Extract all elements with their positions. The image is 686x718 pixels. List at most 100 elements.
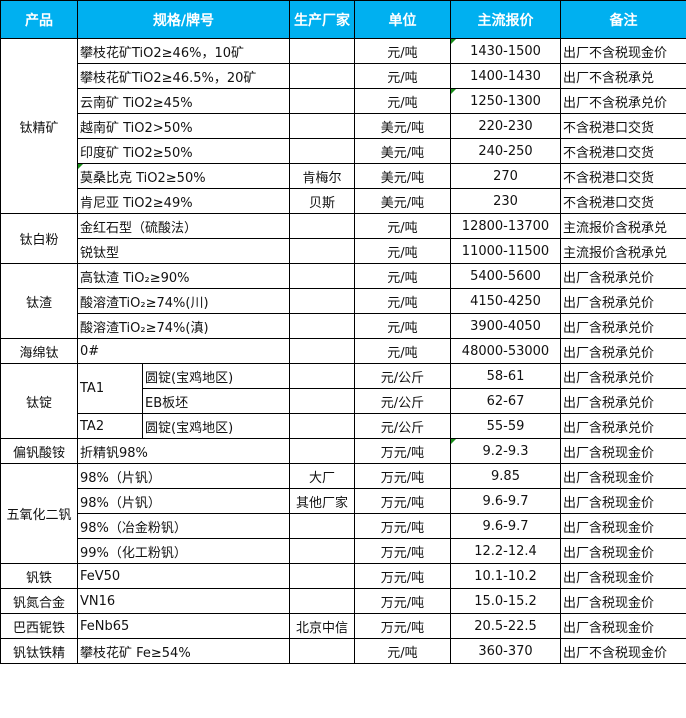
table-row: 五氧化二钒 98%（片钒） 大厂 万元/吨 9.85 出厂含税现金价 [0,463,686,564]
table-header-row: 产品 规格/牌号 生产厂家 单位 主流报价 备注 [0,0,686,39]
product-cell: 海绵钛 [0,338,78,364]
unit-cell: 元/吨 [354,213,451,239]
table-row: 钒钛铁精 攀枝花矿 Fe≥54% 元/吨 360-370 出厂不含税现金价 [0,638,686,664]
table-row: 越南矿 TiO2>50% 美元/吨 220-230 不含税港口交货 [1,113,686,139]
maker-cell [289,138,355,164]
price-cell: 1430-1500 [450,38,561,64]
header-maker: 生产厂家 [289,0,355,39]
price-cell: 12.2-12.4 [450,538,561,564]
maker-cell [289,588,355,614]
spec-cell: 圆锭(宝鸡地区) [142,363,290,389]
note-cell: 出厂含税承兑价 [560,388,686,414]
price-cell: 10.1-10.2 [450,563,561,589]
maker-cell [289,238,355,264]
table-row: 酸溶渣TiO₂≥74%(川) 元/吨 4150-4250 出厂含税承兑价 [1,288,686,314]
unit-cell: 元/吨 [354,288,451,314]
note-cell: 不含税港口交货 [560,188,686,214]
spec-cell: 攀枝花矿TiO2≥46.5%，20矿 [77,63,290,89]
unit-cell: 万元/吨 [354,538,451,564]
table-row: 肯尼亚 TiO2≥49% 贝斯 美元/吨 230 不含税港口交货 [1,188,686,214]
unit-cell: 万元/吨 [354,463,451,489]
note-cell: 出厂含税现金价 [560,488,686,514]
note-cell: 出厂含税现金价 [560,613,686,639]
spec-cell: VN16 [77,588,290,614]
maker-cell [289,413,355,439]
maker-cell [289,338,355,364]
unit-cell: 元/公斤 [354,388,451,414]
spec-cell: 折精钒98% [77,438,290,464]
unit-cell: 美元/吨 [354,163,451,189]
spec-cell: 圆锭(宝鸡地区) [142,413,290,439]
unit-cell: 万元/吨 [354,438,451,464]
note-cell: 出厂含税承兑价 [560,363,686,389]
header-spec: 规格/牌号 [77,0,290,39]
table-row: 98%（片钒） 其他厂家 万元/吨 9.6-9.7 出厂含税现金价 [1,488,686,514]
table-row: 钛锭 TA1 圆锭(宝鸡地区) 元/公斤 58-61 出厂含税承兑价 [0,363,686,439]
product-cell: 钛白粉 [0,213,78,264]
maker-cell [289,438,355,464]
maker-cell [289,363,355,389]
price-table: 产品 规格/牌号 生产厂家 单位 主流报价 备注 钛精矿 攀枝花矿TiO2≥46%… [0,0,686,664]
price-cell: 5400-5600 [450,263,561,289]
price-cell: 1250-1300 [450,88,561,114]
unit-cell: 万元/吨 [354,563,451,589]
price-cell: 55-59 [450,413,561,439]
price-cell: 58-61 [450,363,561,389]
product-cell: 钒钛铁精 [0,638,78,664]
table-row: 酸溶渣TiO₂≥74%(滇) 元/吨 3900-4050 出厂含税承兑价 [1,313,686,339]
table-row: 钒铁 FeV50 万元/吨 10.1-10.2 出厂含税现金价 [0,563,686,589]
maker-cell [289,538,355,564]
spec-cell: 攀枝花矿 Fe≥54% [77,638,290,664]
price-cell: 9.6-9.7 [450,513,561,539]
maker-cell [289,263,355,289]
grade-cell: TA2 [77,413,143,439]
note-cell: 出厂含税承兑价 [560,288,686,314]
spec-cell: 98%（片钒） [77,488,290,514]
maker-cell [289,38,355,64]
unit-cell: 元/公斤 [354,413,451,439]
header-price: 主流报价 [450,0,561,39]
product-cell: 钛锭 [0,363,78,439]
price-cell: 220-230 [450,113,561,139]
header-unit: 单位 [354,0,451,39]
spec-cell: 99%（化工粉钒） [77,538,290,564]
note-cell: 不含税港口交货 [560,113,686,139]
table-row: 钛渣 高钛渣 TiO₂≥90% 元/吨 5400-5600 出厂含税承兑价 [0,263,686,339]
unit-cell: 万元/吨 [354,513,451,539]
spec-cell: 锐钛型 [77,238,290,264]
maker-cell [289,638,355,664]
maker-cell [289,213,355,239]
unit-cell: 美元/吨 [354,113,451,139]
grade-cell: TA1 [77,363,143,414]
product-cell: 钛渣 [0,263,78,339]
unit-cell: 美元/吨 [354,138,451,164]
unit-cell: 万元/吨 [354,588,451,614]
unit-cell: 元/吨 [354,238,451,264]
unit-cell: 元/吨 [354,63,451,89]
note-cell: 出厂含税承兑价 [560,313,686,339]
price-cell: 9.6-9.7 [450,488,561,514]
spec-cell: 酸溶渣TiO₂≥74%(滇) [77,313,290,339]
table-row: 巴西铌铁 FeNb65 北京中信 万元/吨 20.5-22.5 出厂含税现金价 [0,613,686,639]
product-cell: 五氧化二钒 [0,463,78,564]
note-cell: 主流报价含税承兑 [560,213,686,239]
table-row: 99%（化工粉钒） 万元/吨 12.2-12.4 出厂含税现金价 [1,538,686,564]
maker-cell: 贝斯 [289,188,355,214]
unit-cell: 元/吨 [354,638,451,664]
maker-cell [289,388,355,414]
table-row: 98%（冶金粉钒） 万元/吨 9.6-9.7 出厂含税现金价 [1,513,686,539]
table-row: 海绵钛 0# 元/吨 48000-53000 出厂含税承兑价 [0,338,686,364]
product-cell: 巴西铌铁 [0,613,78,639]
note-cell: 不含税港口交货 [560,138,686,164]
note-cell: 出厂含税现金价 [560,538,686,564]
maker-cell [289,88,355,114]
price-cell: 12800-13700 [450,213,561,239]
table-row: 云南矿 TiO2≥45% 元/吨 1250-1300 出厂不含税承兑价 [1,88,686,114]
maker-cell [289,63,355,89]
spec-cell: 0# [77,338,290,364]
spec-cell: FeV50 [77,563,290,589]
price-cell: 4150-4250 [450,288,561,314]
price-cell: 62-67 [450,388,561,414]
unit-cell: 元/吨 [354,338,451,364]
price-cell: 240-250 [450,138,561,164]
